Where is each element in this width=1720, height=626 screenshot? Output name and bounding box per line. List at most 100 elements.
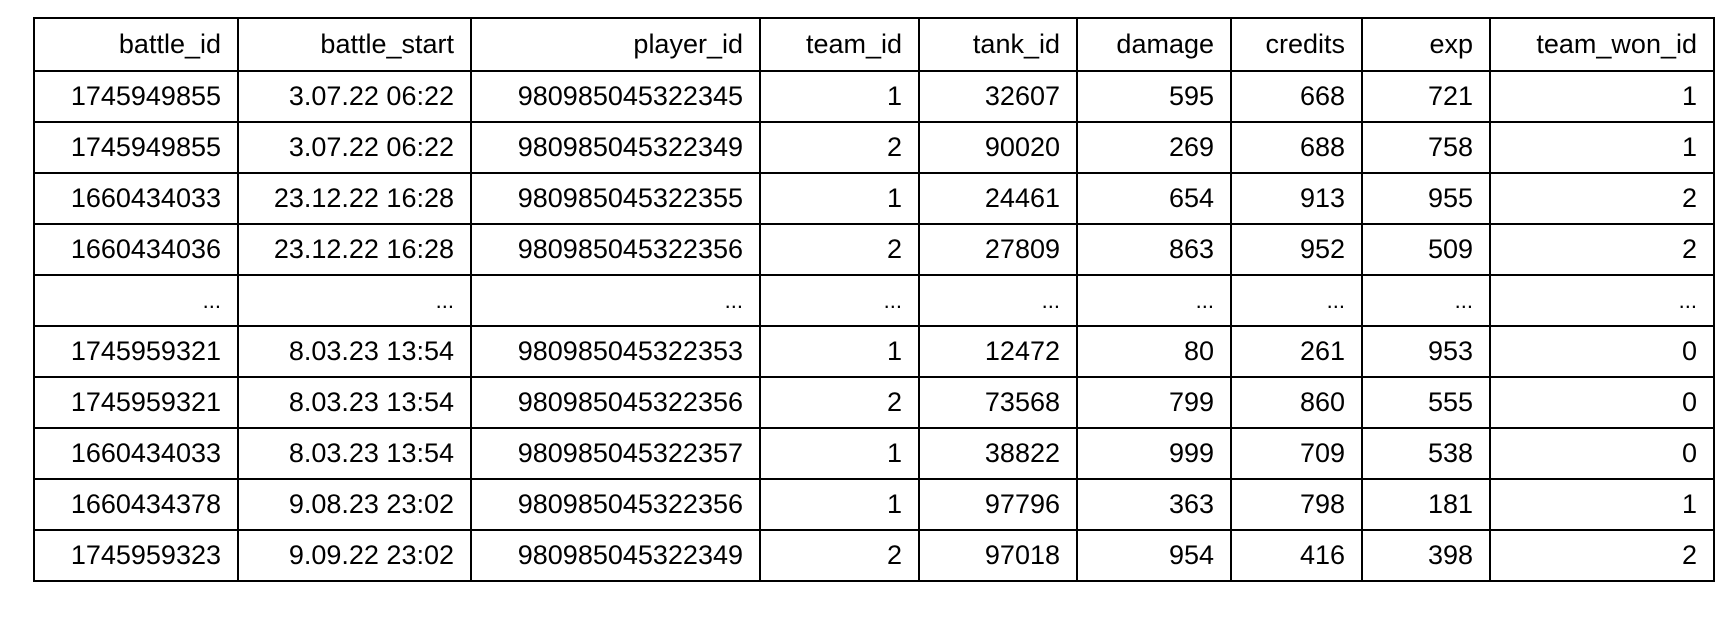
cell-battle-start: ... [237, 274, 472, 327]
table-body: 1745949855 3.07.22 06:22 980985045322345 1 3… [33, 70, 1715, 582]
table-row: 1745959323 9.09.22 23:02 980985045322349 2 9… [33, 529, 1715, 582]
cell-exp: 555 [1361, 376, 1491, 429]
cell-credits: 860 [1230, 376, 1363, 429]
cell-team-won-id: 1 [1489, 478, 1715, 531]
cell-player-id: 980985045322349 [470, 121, 761, 174]
table-row: 1660434036 23.12.22 16:28 980985045322356 2… [33, 223, 1715, 276]
cell-team-id: 1 [759, 427, 920, 480]
table-row: ........................... [33, 274, 1715, 327]
cell-damage: 269 [1076, 121, 1232, 174]
cell-team-won-id: 0 [1489, 427, 1715, 480]
cell-tank-id: 24461 [918, 172, 1078, 225]
cell-credits: 709 [1230, 427, 1363, 480]
cell-damage: 799 [1076, 376, 1232, 429]
cell-team-id: 1 [759, 325, 920, 378]
cell-credits: 416 [1230, 529, 1363, 582]
cell-battle-id: 1745959321 [33, 376, 239, 429]
cell-battle-start: 8.03.23 13:54 [237, 376, 472, 429]
cell-player-id: 980985045322356 [470, 376, 761, 429]
cell-player-id: 980985045322353 [470, 325, 761, 378]
cell-battle-start: 3.07.22 06:22 [237, 121, 472, 174]
cell-player-id: ... [470, 274, 761, 327]
cell-exp: 181 [1361, 478, 1491, 531]
cell-credits: 913 [1230, 172, 1363, 225]
cell-player-id: 980985045322345 [470, 70, 761, 123]
cell-battle-start: 3.07.22 06:22 [237, 70, 472, 123]
column-header-damage: damage [1076, 17, 1232, 72]
cell-battle-id: ... [33, 274, 239, 327]
cell-exp: 955 [1361, 172, 1491, 225]
cell-exp: 953 [1361, 325, 1491, 378]
cell-exp: 509 [1361, 223, 1491, 276]
cell-damage: 954 [1076, 529, 1232, 582]
cell-damage: 863 [1076, 223, 1232, 276]
cell-credits: 261 [1230, 325, 1363, 378]
cell-battle-start: 8.03.23 13:54 [237, 427, 472, 480]
cell-damage: 999 [1076, 427, 1232, 480]
cell-battle-id: 1745949855 [33, 70, 239, 123]
cell-team-id: 2 [759, 121, 920, 174]
cell-battle-id: 1745959323 [33, 529, 239, 582]
cell-credits: 798 [1230, 478, 1363, 531]
cell-team-id: 2 [759, 529, 920, 582]
cell-exp: 721 [1361, 70, 1491, 123]
cell-exp: ... [1361, 274, 1491, 327]
cell-tank-id: 27809 [918, 223, 1078, 276]
column-header-exp: exp [1361, 17, 1491, 72]
cell-team-won-id: 1 [1489, 70, 1715, 123]
table-row: 1660434033 8.03.23 13:54 980985045322357 1 3… [33, 427, 1715, 480]
cell-battle-start: 9.09.22 23:02 [237, 529, 472, 582]
cell-player-id: 980985045322357 [470, 427, 761, 480]
column-header-tank-id: tank_id [918, 17, 1078, 72]
cell-player-id: 980985045322356 [470, 223, 761, 276]
cell-credits: 668 [1230, 70, 1363, 123]
cell-player-id: 980985045322356 [470, 478, 761, 531]
table-row: 1660434378 9.08.23 23:02 980985045322356 1 9… [33, 478, 1715, 531]
cell-exp: 758 [1361, 121, 1491, 174]
column-header-battle-id: battle_id [33, 17, 239, 72]
column-header-team-id: team_id [759, 17, 920, 72]
cell-damage: 363 [1076, 478, 1232, 531]
cell-battle-id: 1660434378 [33, 478, 239, 531]
cell-battle-id: 1660434033 [33, 172, 239, 225]
cell-team-id: 1 [759, 478, 920, 531]
cell-damage: 654 [1076, 172, 1232, 225]
cell-tank-id: 38822 [918, 427, 1078, 480]
cell-player-id: 980985045322355 [470, 172, 761, 225]
cell-player-id: 980985045322349 [470, 529, 761, 582]
cell-team-id: 1 [759, 172, 920, 225]
battle-results-table: battle_id battle_start player_id team_id… [33, 17, 1715, 582]
table-row: 1745949855 3.07.22 06:22 980985045322349 2 9… [33, 121, 1715, 174]
cell-team-id: 2 [759, 223, 920, 276]
cell-team-id: 2 [759, 376, 920, 429]
cell-battle-start: 23.12.22 16:28 [237, 172, 472, 225]
table-row: 1660434033 23.12.22 16:28 980985045322355 1… [33, 172, 1715, 225]
cell-team-id: ... [759, 274, 920, 327]
cell-team-won-id: 2 [1489, 223, 1715, 276]
cell-damage: 80 [1076, 325, 1232, 378]
cell-tank-id: 32607 [918, 70, 1078, 123]
column-header-player-id: player_id [470, 17, 761, 72]
cell-team-won-id: 0 [1489, 325, 1715, 378]
cell-team-won-id: 0 [1489, 376, 1715, 429]
table-row: 1745959321 8.03.23 13:54 980985045322356 2 7… [33, 376, 1715, 429]
cell-battle-start: 23.12.22 16:28 [237, 223, 472, 276]
table-row: 1745949855 3.07.22 06:22 980985045322345 1 3… [33, 70, 1715, 123]
table-row: 1745959321 8.03.23 13:54 980985045322353 1 1… [33, 325, 1715, 378]
cell-tank-id: ... [918, 274, 1078, 327]
cell-tank-id: 73568 [918, 376, 1078, 429]
cell-battle-start: 8.03.23 13:54 [237, 325, 472, 378]
column-header-credits: credits [1230, 17, 1363, 72]
cell-team-id: 1 [759, 70, 920, 123]
cell-battle-start: 9.08.23 23:02 [237, 478, 472, 531]
cell-credits: 688 [1230, 121, 1363, 174]
battle-results-table-container: battle_id battle_start player_id team_id… [33, 17, 1715, 582]
cell-tank-id: 97018 [918, 529, 1078, 582]
column-header-team-won-id: team_won_id [1489, 17, 1715, 72]
column-header-battle-start: battle_start [237, 17, 472, 72]
cell-battle-id: 1660434033 [33, 427, 239, 480]
cell-tank-id: 90020 [918, 121, 1078, 174]
cell-battle-id: 1745959321 [33, 325, 239, 378]
cell-damage: 595 [1076, 70, 1232, 123]
cell-credits: ... [1230, 274, 1363, 327]
